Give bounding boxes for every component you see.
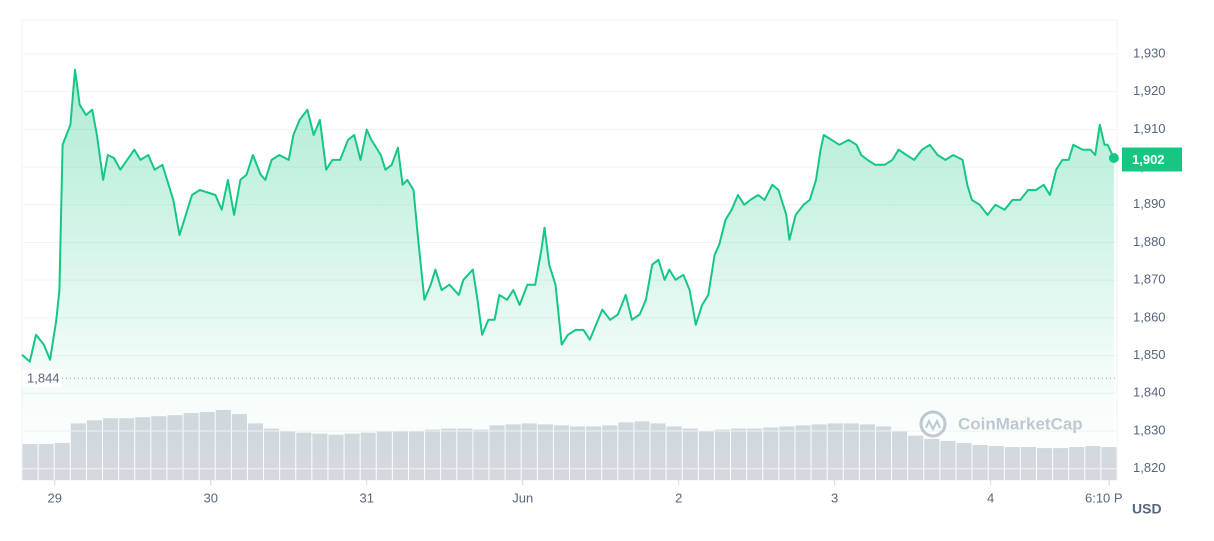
x-tick-label: Jun <box>512 490 533 505</box>
x-tick-label: 31 <box>359 490 373 505</box>
y-tick-label: 1,850 <box>1133 347 1166 362</box>
currency-label: USD <box>1132 501 1162 517</box>
baseline-label: 1,844 <box>27 371 60 386</box>
y-tick-label: 1,910 <box>1133 121 1166 136</box>
y-tick-label: 1,920 <box>1133 83 1166 98</box>
y-tick-label: 1,880 <box>1133 234 1166 249</box>
y-tick-label: 1,870 <box>1133 272 1166 287</box>
price-tag <box>1122 147 1182 172</box>
y-tick-label: 1,860 <box>1133 309 1166 324</box>
y-tick-label: 1,930 <box>1133 45 1166 60</box>
last-point <box>1108 153 1119 163</box>
x-tick-label: 6:10 PM <box>1085 490 1133 505</box>
x-tick-label: 30 <box>204 490 218 505</box>
watermark-text: CoinMarketCap <box>958 414 1083 433</box>
watermark: CoinMarketCap <box>919 410 1083 438</box>
y-tick-label: 1,820 <box>1133 460 1166 475</box>
y-tick-label: 1,890 <box>1133 196 1166 211</box>
x-tick-label: 29 <box>48 490 62 505</box>
x-tick-label: 3 <box>831 490 838 505</box>
area-fill <box>22 69 1114 481</box>
x-tick-label: 4 <box>987 490 994 505</box>
price-tag-label: 1,902 <box>1132 152 1165 167</box>
x-tick-label: 2 <box>675 490 682 505</box>
price-line <box>21 68 1115 363</box>
y-tick-label: 1,840 <box>1133 385 1166 400</box>
y-tick-label: 1,830 <box>1133 422 1166 437</box>
baseline-label-bg <box>22 369 62 388</box>
